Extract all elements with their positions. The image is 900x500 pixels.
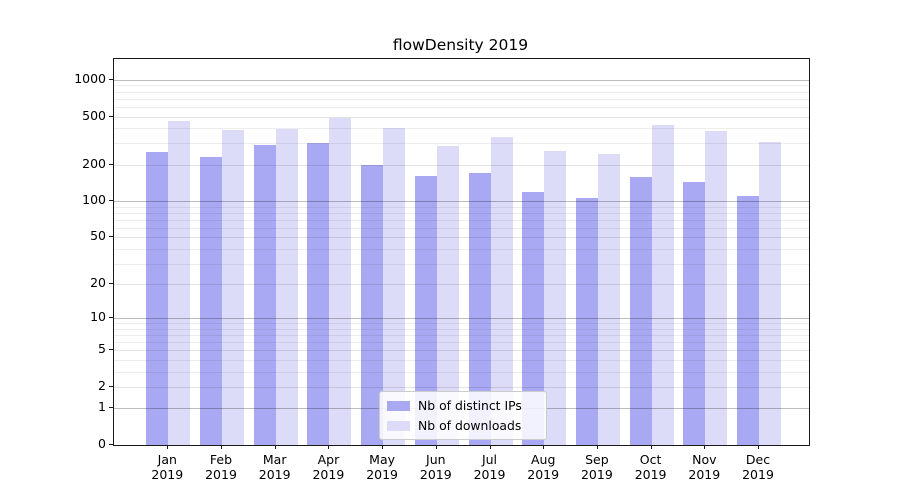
y-tick-label-200: 200 bbox=[82, 155, 106, 171]
bar-ips-jun bbox=[414, 175, 437, 445]
legend: Nb of distinct IPs Nb of downloads bbox=[379, 391, 547, 440]
bar-downloads-jan bbox=[168, 121, 191, 445]
x-tick-label-sep: Sep 2019 bbox=[580, 452, 613, 482]
legend-label-distinct-ips: Nb of distinct IPs bbox=[418, 398, 522, 413]
chart-title: flowDensity 2019 bbox=[392, 36, 529, 54]
y-tick-mark bbox=[109, 349, 113, 351]
x-tick-mark bbox=[328, 445, 330, 449]
y-tick-mark bbox=[109, 78, 113, 80]
y-tick-label-500: 500 bbox=[82, 107, 106, 123]
legend-label-downloads: Nb of downloads bbox=[418, 418, 522, 433]
x-tick-mark bbox=[758, 445, 759, 449]
bar-ips-mar bbox=[253, 145, 276, 445]
gridline-900 bbox=[114, 85, 809, 87]
legend-swatch-downloads bbox=[387, 420, 410, 431]
x-tick-mark bbox=[650, 445, 652, 449]
bar-downloads-feb bbox=[222, 130, 244, 445]
bar-downloads-jun bbox=[436, 146, 459, 445]
y-tick-label-5: 5 bbox=[98, 341, 106, 357]
x-tick-mark bbox=[489, 445, 491, 449]
legend-swatch-distinct-ips bbox=[387, 400, 410, 411]
bar-downloads-oct bbox=[651, 125, 674, 445]
y-tick-mark bbox=[109, 385, 113, 387]
x-tick-mark bbox=[221, 445, 222, 449]
x-tick-label-jul: Jul 2019 bbox=[473, 452, 506, 482]
bar-downloads-nov bbox=[705, 130, 728, 445]
x-tick-mark bbox=[167, 445, 169, 449]
bar-downloads-dec bbox=[759, 141, 781, 445]
x-tick-mark bbox=[274, 445, 276, 449]
x-tick-label-dec: Dec 2019 bbox=[742, 452, 774, 482]
x-tick-mark bbox=[543, 445, 545, 449]
y-tick-mark bbox=[109, 283, 113, 285]
y-tick-mark bbox=[109, 115, 113, 117]
y-tick-label-0: 0 bbox=[98, 436, 106, 451]
x-tick-label-nov: Nov 2019 bbox=[688, 452, 721, 482]
legend-item-distinct-ips: Nb of distinct IPs bbox=[387, 398, 538, 413]
x-tick-label-may: May 2019 bbox=[366, 452, 398, 482]
x-tick-mark bbox=[382, 445, 384, 449]
plot-area: Nb of distinct IPs Nb of downloads bbox=[113, 58, 810, 446]
x-tick-label-oct: Oct 2019 bbox=[634, 452, 667, 482]
x-tick-label-mar: Mar 2019 bbox=[258, 452, 291, 482]
bar-ips-sep bbox=[575, 198, 598, 445]
y-tick-label-50: 50 bbox=[90, 228, 106, 244]
y-tick-mark bbox=[109, 200, 113, 202]
gridline-400 bbox=[114, 128, 809, 130]
bar-ips-jul bbox=[468, 173, 491, 445]
x-tick-label-feb: Feb 2019 bbox=[205, 452, 237, 482]
bar-ips-aug bbox=[522, 192, 545, 445]
y-tick-mark bbox=[109, 444, 113, 445]
bar-ips-jan bbox=[146, 151, 169, 445]
bar-downloads-may bbox=[383, 128, 406, 445]
y-tick-mark bbox=[109, 407, 113, 409]
gridline-600 bbox=[114, 106, 809, 108]
x-tick-label-jun: Jun 2019 bbox=[419, 452, 452, 482]
bar-ips-oct bbox=[629, 176, 652, 445]
y-tick-label-1: 1 bbox=[98, 399, 106, 415]
bar-ips-may bbox=[361, 164, 384, 445]
bar-downloads-jul bbox=[490, 136, 513, 445]
y-tick-mark bbox=[109, 163, 113, 165]
y-tick-mark bbox=[109, 236, 113, 238]
bar-ips-feb bbox=[200, 157, 222, 445]
bar-downloads-mar bbox=[275, 128, 298, 445]
bar-downloads-aug bbox=[544, 150, 567, 445]
gridline-700 bbox=[114, 98, 809, 100]
y-tick-label-20: 20 bbox=[90, 275, 106, 291]
legend-item-downloads: Nb of downloads bbox=[387, 418, 538, 433]
x-tick-label-aug: Aug 2019 bbox=[527, 452, 560, 482]
gridline-1000 bbox=[114, 79, 809, 81]
y-tick-label-1000: 1000 bbox=[74, 70, 106, 86]
bar-ips-dec bbox=[737, 196, 759, 445]
bar-ips-nov bbox=[683, 181, 706, 445]
bar-downloads-sep bbox=[597, 153, 620, 445]
bar-ips-apr bbox=[307, 142, 330, 445]
x-tick-mark bbox=[435, 445, 437, 449]
x-tick-mark bbox=[704, 445, 706, 449]
gridline-500 bbox=[114, 116, 809, 118]
bar-downloads-apr bbox=[329, 118, 352, 445]
y-tick-mark bbox=[109, 317, 113, 319]
x-tick-mark bbox=[596, 445, 598, 449]
y-tick-label-100: 100 bbox=[82, 192, 106, 208]
y-tick-label-2: 2 bbox=[98, 377, 106, 393]
y-tick-label-10: 10 bbox=[90, 309, 106, 325]
x-tick-label-apr: Apr 2019 bbox=[312, 452, 345, 482]
gridline-800 bbox=[114, 91, 809, 93]
x-tick-label-jan: Jan 2019 bbox=[151, 452, 184, 482]
